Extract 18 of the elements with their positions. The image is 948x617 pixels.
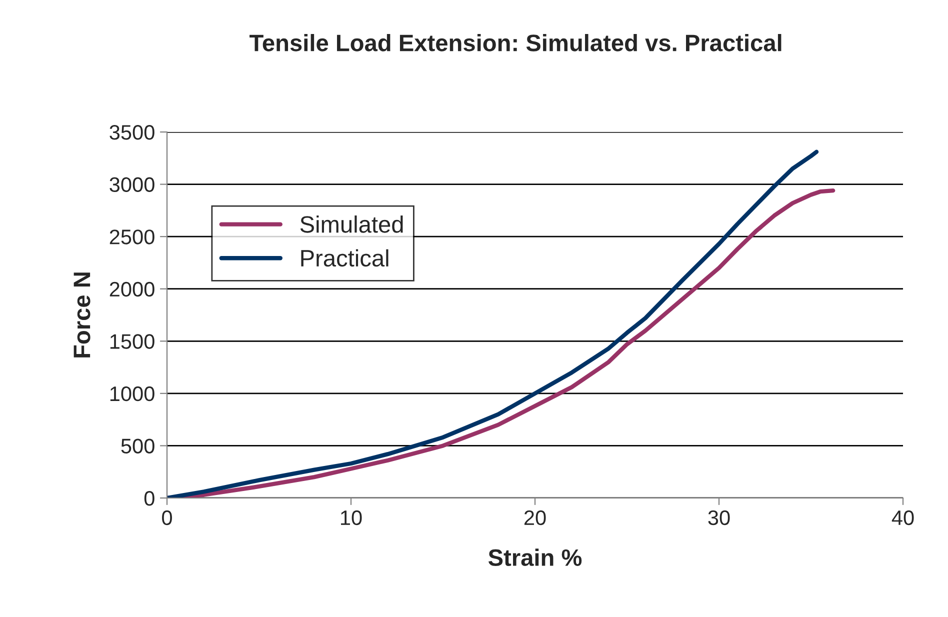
chart-title: Tensile Load Extension: Simulated vs. Practical	[250, 34, 782, 52]
legend-label: Practical	[301, 249, 388, 267]
y-tick-label: 2500	[110, 230, 154, 244]
x-tick-label: 10	[341, 510, 362, 526]
x-axis-title: Strain %	[488, 548, 582, 566]
y-axis-title: Force N	[74, 272, 90, 358]
y-tick-label: 3500	[110, 125, 154, 140]
y-tick-label: 1000	[110, 386, 154, 402]
x-tick-label: 20	[524, 510, 546, 526]
y-tick-label: 3000	[110, 177, 154, 192]
x-tick-label: 40	[892, 510, 914, 526]
y-tick-label: 0	[144, 491, 154, 506]
y-tick-label: 500	[121, 438, 154, 454]
x-tick-label: 0	[162, 510, 172, 526]
x-tick-label: 30	[708, 510, 730, 526]
y-tick-label: 2000	[110, 282, 154, 297]
legend-label: Simulated	[300, 215, 403, 233]
y-tick-label: 1500	[110, 334, 154, 349]
